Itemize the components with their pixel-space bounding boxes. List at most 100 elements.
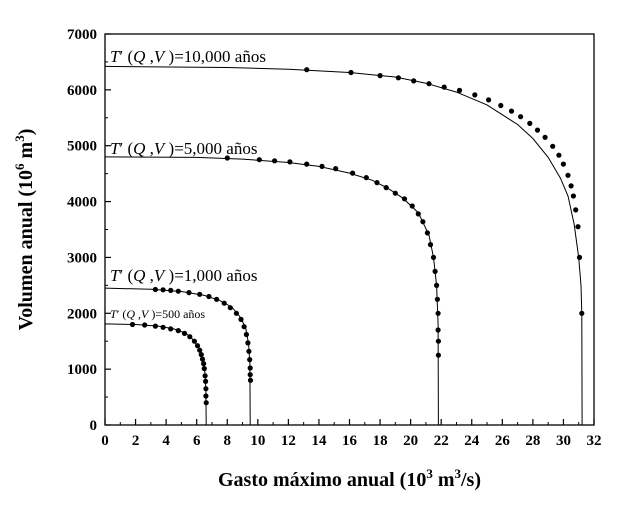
data-point xyxy=(430,254,437,260)
data-point xyxy=(245,340,251,346)
data-point xyxy=(456,87,463,93)
data-point xyxy=(432,268,438,274)
data-point xyxy=(508,108,515,114)
data-point xyxy=(527,120,533,126)
annotation-part: ′ xyxy=(119,139,123,158)
data-point xyxy=(435,327,441,333)
annotation-part: Q xyxy=(126,307,135,321)
data-point xyxy=(246,348,252,354)
data-point xyxy=(247,377,254,383)
data-point xyxy=(221,300,227,306)
x-tick-label: 22 xyxy=(434,433,449,449)
annotation-part: ) xyxy=(164,139,174,158)
y-tick-label: 4000 xyxy=(67,195,97,211)
x-tick-label: 6 xyxy=(193,433,201,449)
data-point xyxy=(411,78,417,84)
data-point xyxy=(426,81,432,87)
data-point xyxy=(579,310,585,316)
data-point xyxy=(573,207,579,213)
annotation-part: ( xyxy=(123,139,133,158)
annotation-part: ) xyxy=(148,307,155,321)
annotation-part: T xyxy=(110,47,121,66)
data-point xyxy=(197,347,203,353)
y-tick-label: 5000 xyxy=(67,139,97,155)
data-point xyxy=(175,328,181,334)
annotation-5000: T′ (Q ,V )=5,000 años xyxy=(110,139,257,158)
y-tick-label: 2000 xyxy=(67,306,97,322)
data-point xyxy=(377,73,383,79)
y-tick-label: 7000 xyxy=(67,27,97,43)
x-tick-label: 12 xyxy=(281,433,296,449)
annotation-part: Q xyxy=(133,139,145,158)
data-point xyxy=(203,386,209,392)
data-point xyxy=(214,296,220,302)
annotation-part: , xyxy=(145,266,154,285)
data-point xyxy=(194,343,201,349)
data-point xyxy=(233,310,239,316)
data-point xyxy=(187,334,193,340)
x-tick-label: 32 xyxy=(587,433,602,449)
data-point xyxy=(181,330,188,336)
data-point xyxy=(191,338,197,344)
data-point xyxy=(434,282,440,288)
data-point xyxy=(160,324,166,330)
data-point xyxy=(272,158,278,164)
data-point xyxy=(241,324,247,330)
y-tick-label: 3000 xyxy=(67,250,97,266)
annotation-part: ( xyxy=(123,266,133,285)
annotation-part: V xyxy=(154,139,167,158)
x-axis-ticks: 0 2 4 6 8 10 12 14 16 18 20 22 24 26 28 30 32 xyxy=(101,419,602,449)
data-point xyxy=(227,305,233,311)
x-tick-label: 0 xyxy=(101,433,109,449)
annotation-part: =500 años xyxy=(155,307,205,321)
x-tick-label: 20 xyxy=(403,433,418,449)
y-axis-title-part: Volumen anual (10 xyxy=(15,170,37,330)
data-point xyxy=(556,152,562,158)
data-point xyxy=(319,163,325,169)
x-tick-label: 16 xyxy=(342,433,358,449)
y-tick-label: 0 xyxy=(90,418,98,434)
x-tick-label: 10 xyxy=(250,433,265,449)
data-point xyxy=(247,357,253,363)
data-point xyxy=(238,316,244,322)
annotation-1000: T′ (Q ,V )=1,000 años xyxy=(110,266,257,285)
x-axis-title-part: m xyxy=(433,469,455,491)
annotation-part: ′ xyxy=(119,47,123,66)
data-point xyxy=(304,67,310,73)
data-point xyxy=(203,393,209,399)
x-tick-label: 26 xyxy=(495,433,511,449)
annotation-part: Q xyxy=(133,266,145,285)
data-point xyxy=(550,143,556,149)
data-point xyxy=(363,175,369,181)
data-point xyxy=(247,365,253,371)
annotation-part: =1,000 años xyxy=(174,266,257,285)
x-tick-label: 2 xyxy=(132,433,140,449)
data-point xyxy=(518,114,524,120)
data-point xyxy=(420,219,426,225)
annotation-500: T′ (Q ,V )=500 años xyxy=(110,307,205,321)
data-point xyxy=(560,161,567,167)
x-axis-title-part: Gasto máximo anual (10 xyxy=(218,469,426,491)
data-point xyxy=(203,378,209,384)
data-point xyxy=(441,84,447,90)
y-tick-label: 6000 xyxy=(67,83,97,99)
data-point xyxy=(498,102,504,109)
y-axis-title-part: m xyxy=(15,141,37,163)
data-point xyxy=(186,290,192,296)
data-point xyxy=(409,203,415,209)
annotation-10000: T′ (Q ,V )=10,000 años xyxy=(110,47,266,66)
data-point xyxy=(392,190,398,196)
data-point xyxy=(243,331,249,338)
y-axis-title: Volumen anual (106 m3) xyxy=(12,129,37,331)
data-point xyxy=(197,291,203,297)
data-point xyxy=(160,287,166,293)
x-tick-label: 28 xyxy=(525,433,540,449)
data-point xyxy=(542,134,548,140)
x-tick-label: 18 xyxy=(373,433,388,449)
data-point xyxy=(206,293,212,300)
data-point xyxy=(202,373,208,379)
series-line xyxy=(104,65,583,426)
data-point xyxy=(434,296,440,302)
y-axis-title-superscript: 3 xyxy=(12,135,27,142)
